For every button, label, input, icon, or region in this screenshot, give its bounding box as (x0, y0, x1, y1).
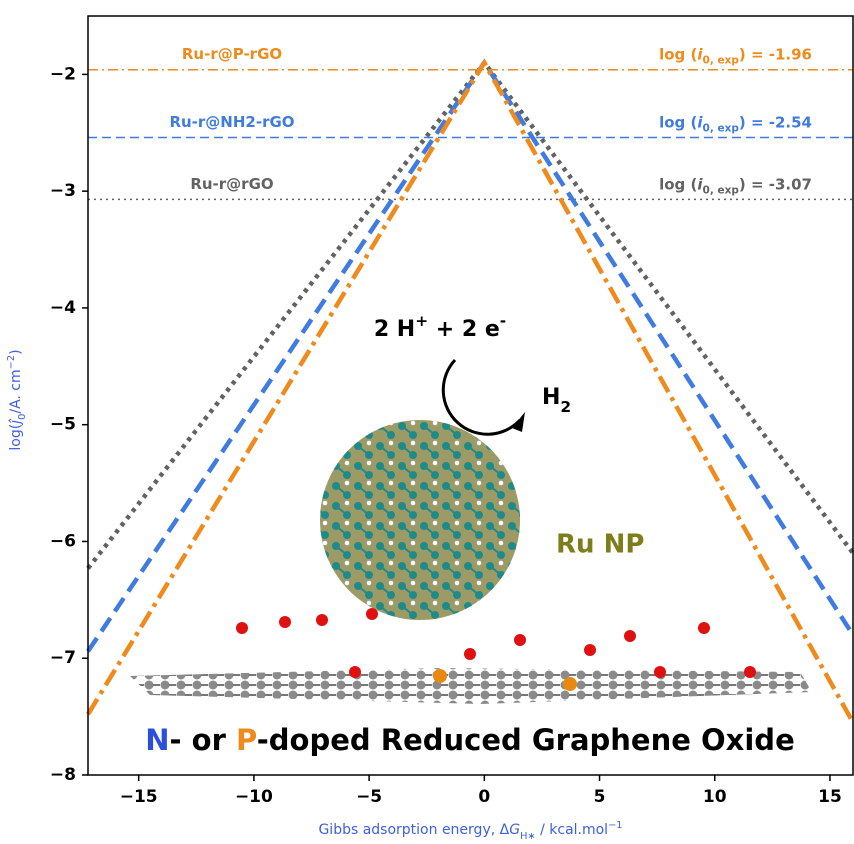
reaction-label-part: - (500, 312, 506, 330)
ru-atoms (320, 420, 520, 620)
exp-label-part: ) = -2.54 (739, 113, 812, 131)
exp-label: log (i0, exp) = -3.07 (659, 175, 812, 197)
exp-label-part: log ( (659, 45, 697, 63)
support-label: N- or P-doped Reduced Graphene Oxide (145, 723, 795, 757)
support-label-part: P (236, 723, 257, 757)
x-axis-label-part: G (509, 822, 520, 838)
support-label-part: N (145, 723, 169, 757)
particle-label: Ru NP (556, 530, 644, 560)
reaction-label-part: + (415, 312, 428, 330)
reaction-arrow (443, 360, 520, 434)
x-tick-label: 10 (703, 787, 727, 807)
series-lines (88, 63, 853, 723)
support-label-part: - or (170, 723, 236, 757)
exp-label-part: ) = -3.07 (739, 175, 812, 193)
chart: −8 −7 −6 −5 −4 −3 −2 −15 −10 −5 0 5 10 15 Gibbs adsorp… (0, 0, 854, 840)
series-name: Ru-r@NH2-rGO (169, 113, 294, 131)
exp-label-part: 0, exp (703, 184, 740, 196)
x-tick-label: −10 (235, 787, 273, 807)
x-tick-label: −15 (120, 787, 158, 807)
reaction-label: 2 H+ + 2 e- (374, 312, 506, 343)
exp-label-part: ) = -1.96 (739, 45, 812, 63)
x-axis-label-part: −1 (608, 820, 622, 831)
x-tick-label: 15 (818, 787, 842, 807)
x-axis-label-part: H∗ (520, 831, 536, 841)
y-axis-label-part: −2 (6, 355, 17, 369)
y-tick-label: −3 (50, 181, 76, 201)
support-label-part: -doped Reduced Graphene Oxide (257, 723, 795, 757)
exp-label-part: log ( (659, 113, 697, 131)
oxygen-atoms (236, 608, 756, 678)
exp-label: log (i0, exp) = -1.96 (659, 45, 812, 67)
x-tick-label: 5 (594, 787, 606, 807)
arrow-head (512, 412, 525, 432)
y-tick-label: −7 (50, 648, 76, 668)
exp-label-part: 0, exp (703, 122, 740, 134)
series-name: Ru-r@rGO (190, 175, 273, 193)
reaction-label-part: 2 H (374, 317, 415, 342)
x-tick-label: −5 (356, 787, 382, 807)
y-axis-label-part: /A. cm (8, 369, 24, 413)
y-axis-label: log(ĵ0/A. cm−2) (6, 349, 28, 450)
product-label: H2 (542, 385, 571, 416)
graphene-sheet (130, 668, 812, 704)
x-tick-label: 0 (478, 787, 490, 807)
y-tick-label: −4 (50, 298, 76, 318)
illustration (130, 360, 812, 704)
exp-label-part: log ( (659, 175, 697, 193)
y-tick-label: −5 (50, 415, 76, 435)
x-axis-label: Gibbs adsorption energy, ΔGH∗ / kcal.mol… (318, 820, 622, 841)
exp-label-part: 0, exp (703, 55, 740, 67)
series-name: Ru-r@P-rGO (182, 45, 282, 63)
reaction-label-part: + 2 e (428, 317, 500, 342)
y-tick-label: −8 (50, 765, 76, 785)
y-axis-label-part: log( (8, 424, 24, 451)
product-label-part: H (542, 385, 560, 410)
x-axis-label-part: Gibbs adsorption energy, Δ (318, 822, 509, 838)
volcano-line (88, 63, 853, 723)
x-axis-label-part: / kcal.mol (536, 822, 608, 838)
product-label-part: 2 (560, 398, 571, 416)
y-axis-label-part: ) (8, 349, 24, 354)
y-tick-label: −6 (50, 531, 76, 551)
exp-label: log (i0, exp) = -2.54 (659, 113, 812, 135)
y-tick-label: −2 (50, 64, 76, 84)
